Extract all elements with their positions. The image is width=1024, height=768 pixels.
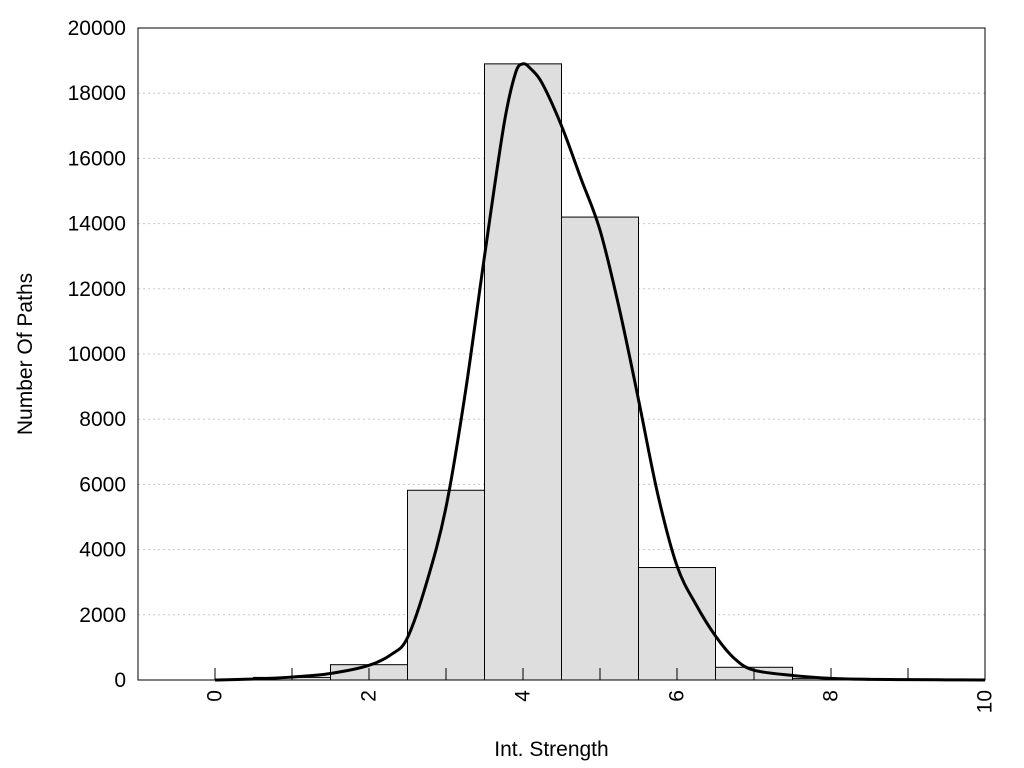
x-tick-label: 6 — [666, 690, 689, 702]
histogram-bars — [253, 63, 870, 681]
histogram-bar — [561, 216, 639, 681]
fit-curve-layer — [214, 62, 986, 682]
x-axis-title: Int. Strength — [494, 738, 608, 761]
y-tick-label: 0 — [114, 669, 126, 692]
x-tick-label: 4 — [512, 690, 535, 702]
y-tick-label: 2000 — [79, 604, 126, 627]
y-tick-label: 8000 — [79, 408, 126, 431]
plot-frame — [137, 27, 986, 681]
histogram-bar — [484, 63, 562, 681]
y-tick-label: 6000 — [79, 473, 126, 496]
y-tick-labels: 0 2000 4000 6000 8000 10000 12000 14000 16000 180… — [68, 17, 126, 692]
y-tick-label: 4000 — [79, 539, 126, 562]
tick-marks — [214, 668, 986, 680]
y-tick-label: 18000 — [68, 82, 126, 105]
y-tick-label: 10000 — [68, 343, 126, 366]
y-tick-label: 16000 — [68, 147, 126, 170]
histogram-bar — [407, 489, 485, 681]
gridlines — [138, 92, 985, 616]
y-tick-label: 20000 — [68, 17, 126, 40]
x-tick-label: 10 — [974, 690, 997, 713]
x-tick-label: 2 — [358, 690, 381, 702]
y-axis-title: Number Of Paths — [14, 273, 37, 435]
fit-curve — [214, 62, 986, 682]
x-tick-label: 0 — [204, 690, 227, 702]
x-tick-labels: 0 2 4 6 8 10 — [204, 690, 997, 714]
y-tick-label: 12000 — [68, 278, 126, 301]
histogram-bar — [638, 567, 716, 681]
y-tick-label: 14000 — [68, 213, 126, 236]
x-tick-label: 8 — [820, 690, 843, 702]
